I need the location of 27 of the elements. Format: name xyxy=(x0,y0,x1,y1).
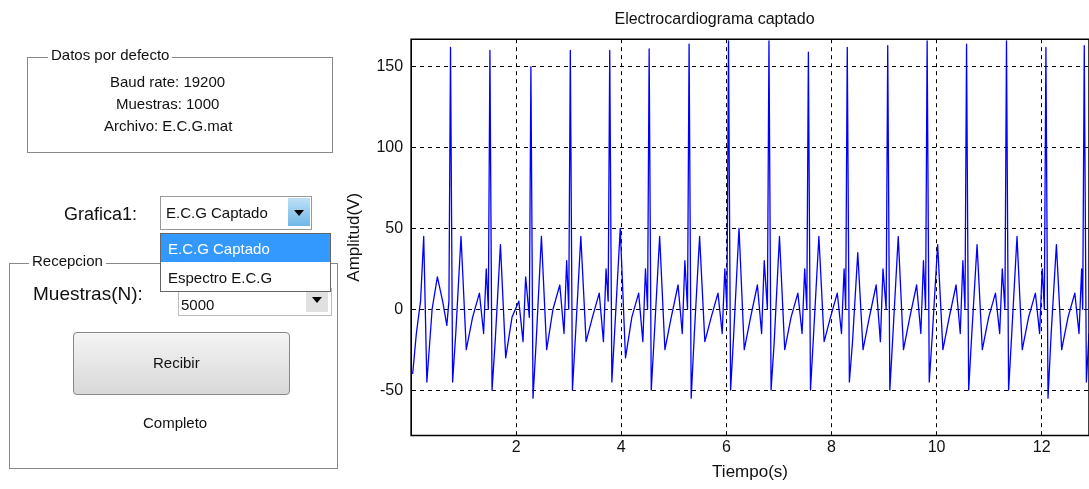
y-tick-label: -50 xyxy=(379,380,404,398)
text: Datos por defecto xyxy=(48,46,173,63)
x-tick-label: 12 xyxy=(1032,438,1051,456)
y-axis-title: Amplitud(V) xyxy=(343,192,363,282)
text: Muestras(N): xyxy=(33,283,143,305)
y-tick-label: 0 xyxy=(394,299,404,317)
text: Recibir xyxy=(153,354,200,371)
text: Archivo: E.C.G.mat xyxy=(104,117,233,134)
chart-title: Electrocardiograma captado xyxy=(614,10,815,28)
text: Espectro E.C.G xyxy=(168,269,273,286)
text: Recepcion xyxy=(29,252,106,269)
x-tick-label: 4 xyxy=(616,438,626,456)
x-tick-label: 6 xyxy=(721,438,731,456)
text: E.C.G Captado xyxy=(168,240,270,257)
text: Muestras: 1000 xyxy=(116,95,220,112)
y-tick-label: 100 xyxy=(376,137,404,155)
text: Baud rate: 19200 xyxy=(110,73,226,90)
text: E.C.G Captado xyxy=(166,204,268,221)
text: Grafica1: xyxy=(64,204,138,225)
x-tick-label: 10 xyxy=(927,438,946,456)
x-axis-title: Tiempo(s) xyxy=(712,462,788,482)
text: 5000 xyxy=(181,296,215,313)
text: Completo xyxy=(143,414,208,431)
y-tick-label: 150 xyxy=(376,57,404,75)
x-tick-label: 2 xyxy=(511,438,521,456)
y-tick-label: 50 xyxy=(385,218,404,236)
x-tick-label: 8 xyxy=(827,438,837,456)
